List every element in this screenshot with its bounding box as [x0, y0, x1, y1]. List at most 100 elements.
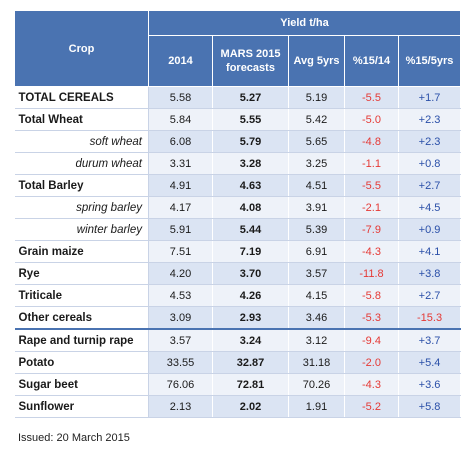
mars-forecast-cell: 4.26: [212, 284, 289, 307]
pct-15-5yrs-cell: +2.7: [398, 284, 462, 307]
pct-15-14-cell: -5.8: [344, 284, 399, 307]
yield-2014-cell: 4.20: [148, 262, 213, 285]
crop-cell: Total Barley: [14, 174, 149, 197]
mars-forecast-cell: 4.08: [212, 196, 289, 219]
col-mars-header: MARS 2015 forecasts: [212, 35, 289, 87]
mars-forecast-cell: 3.28: [212, 152, 289, 175]
table-row: spring barley 4.17 4.08 3.91 -2.1 +4.5: [14, 196, 462, 219]
avg-5yrs-cell: 6.91: [288, 240, 345, 263]
table-row: Potato 33.55 32.87 31.18 -2.0 +5.4: [14, 351, 462, 374]
crop-cell: Rape and turnip rape: [14, 328, 149, 352]
avg-5yrs-cell: 4.15: [288, 284, 345, 307]
table-row: Rape and turnip rape 3.57 3.24 3.12 -9.4 +3.7: [14, 328, 462, 352]
yield-2014-cell: 5.58: [148, 86, 213, 109]
table-row: soft wheat 6.08 5.79 5.65 -4.8 +2.3: [14, 130, 462, 153]
pct-15-5yrs-cell: -15.3: [398, 306, 462, 330]
avg-5yrs-cell: 5.39: [288, 218, 345, 241]
pct-15-14-cell: -2.0: [344, 351, 399, 374]
avg-5yrs-cell: 3.25: [288, 152, 345, 175]
avg-5yrs-cell: 3.91: [288, 196, 345, 219]
pct-15-14-cell: -1.1: [344, 152, 399, 175]
pct-15-5yrs-cell: +2.3: [398, 130, 462, 153]
yield-2014-cell: 3.09: [148, 306, 213, 330]
pct-15-5yrs-cell: +2.3: [398, 108, 462, 131]
yield-2014-cell: 4.53: [148, 284, 213, 307]
pct-15-5yrs-cell: +1.7: [398, 86, 462, 109]
avg-5yrs-cell: 5.42: [288, 108, 345, 131]
crop-cell: winter barley: [14, 218, 149, 241]
pct-15-5yrs-cell: +0.9: [398, 218, 462, 241]
pct-15-14-cell: -5.0: [344, 108, 399, 131]
avg-5yrs-cell: 3.12: [288, 328, 345, 352]
crop-cell: Grain maize: [14, 240, 149, 263]
table-row: Other cereals 3.09 2.93 3.46 -5.3 -15.3: [14, 306, 462, 330]
mars-forecast-cell: 2.02: [212, 395, 289, 418]
pct-15-14-cell: -5.5: [344, 174, 399, 197]
crop-cell: soft wheat: [14, 130, 149, 153]
yield-2014-cell: 4.17: [148, 196, 213, 219]
table-body: TOTAL CEREALS 5.58 5.27 5.19 -5.5 +1.7 Total W…: [14, 86, 462, 418]
mars-forecast-cell: 5.27: [212, 86, 289, 109]
pct-15-14-cell: -4.3: [344, 240, 399, 263]
crop-cell: durum wheat: [14, 152, 149, 175]
pct-15-5yrs-cell: +4.1: [398, 240, 462, 263]
pct-15-5yrs-cell: +2.7: [398, 174, 462, 197]
yield-2014-cell: 6.08: [148, 130, 213, 153]
mars-forecast-cell: 3.70: [212, 262, 289, 285]
pct-15-14-cell: -7.9: [344, 218, 399, 241]
avg-5yrs-cell: 31.18: [288, 351, 345, 374]
crop-cell: spring barley: [14, 196, 149, 219]
crop-cell: Rye: [14, 262, 149, 285]
pct-15-5yrs-cell: +5.4: [398, 351, 462, 374]
table-row: TOTAL CEREALS 5.58 5.27 5.19 -5.5 +1.7: [14, 86, 462, 109]
crop-cell: Potato: [14, 351, 149, 374]
col-mars-header-line2: forecasts: [226, 62, 275, 74]
table-row: Rye 4.20 3.70 3.57 -11.8 +3.8: [14, 262, 462, 285]
yield-table-frame: Crop Yield t/ha 2014 MARS 2015 forecasts…: [14, 10, 462, 418]
yield-2014-cell: 3.57: [148, 328, 213, 352]
mars-forecast-cell: 2.93: [212, 306, 289, 330]
mars-forecast-cell: 5.55: [212, 108, 289, 131]
mars-forecast-cell: 7.19: [212, 240, 289, 263]
avg-5yrs-cell: 5.19: [288, 86, 345, 109]
table-row: Total Wheat 5.84 5.55 5.42 -5.0 +2.3: [14, 108, 462, 131]
col-avg-header: Avg 5yrs: [288, 35, 345, 87]
avg-5yrs-cell: 70.26: [288, 373, 345, 396]
table-row: Sunflower 2.13 2.02 1.91 -5.2 +5.8: [14, 395, 462, 418]
mars-forecast-cell: 5.79: [212, 130, 289, 153]
issued-date: Issued: 20 March 2015: [18, 432, 130, 444]
pct-15-14-cell: -4.3: [344, 373, 399, 396]
yield-2014-cell: 3.31: [148, 152, 213, 175]
crop-column-header: Crop: [14, 10, 149, 87]
col-mars-header-line1: MARS 2015: [220, 48, 281, 60]
yield-2014-cell: 5.84: [148, 108, 213, 131]
mars-forecast-cell: 72.81: [212, 373, 289, 396]
pct-15-14-cell: -9.4: [344, 328, 399, 352]
pct-15-14-cell: -4.8: [344, 130, 399, 153]
pct-15-5yrs-cell: +4.5: [398, 196, 462, 219]
yield-2014-cell: 7.51: [148, 240, 213, 263]
mars-forecast-cell: 4.63: [212, 174, 289, 197]
yield-2014-cell: 76.06: [148, 373, 213, 396]
yield-2014-cell: 5.91: [148, 218, 213, 241]
yield-2014-cell: 4.91: [148, 174, 213, 197]
table-row: winter barley 5.91 5.44 5.39 -7.9 +0.9: [14, 218, 462, 241]
col-p14-header: %15/14: [344, 35, 399, 87]
table-row: Total Barley 4.91 4.63 4.51 -5.5 +2.7: [14, 174, 462, 197]
pct-15-14-cell: -5.3: [344, 306, 399, 330]
crop-cell: Triticale: [14, 284, 149, 307]
pct-15-5yrs-cell: +3.6: [398, 373, 462, 396]
table-row: durum wheat 3.31 3.28 3.25 -1.1 +0.8: [14, 152, 462, 175]
crop-cell: Sunflower: [14, 395, 149, 418]
avg-5yrs-cell: 3.57: [288, 262, 345, 285]
table-header: Crop Yield t/ha 2014 MARS 2015 forecasts…: [14, 10, 462, 87]
pct-15-14-cell: -11.8: [344, 262, 399, 285]
mars-forecast-cell: 5.44: [212, 218, 289, 241]
avg-5yrs-cell: 3.46: [288, 306, 345, 330]
mars-forecast-cell: 3.24: [212, 328, 289, 352]
pct-15-5yrs-cell: +5.8: [398, 395, 462, 418]
avg-5yrs-cell: 1.91: [288, 395, 345, 418]
crop-cell: TOTAL CEREALS: [14, 86, 149, 109]
crop-cell: Sugar beet: [14, 373, 149, 396]
yield-table: Crop Yield t/ha 2014 MARS 2015 forecasts…: [14, 10, 462, 418]
